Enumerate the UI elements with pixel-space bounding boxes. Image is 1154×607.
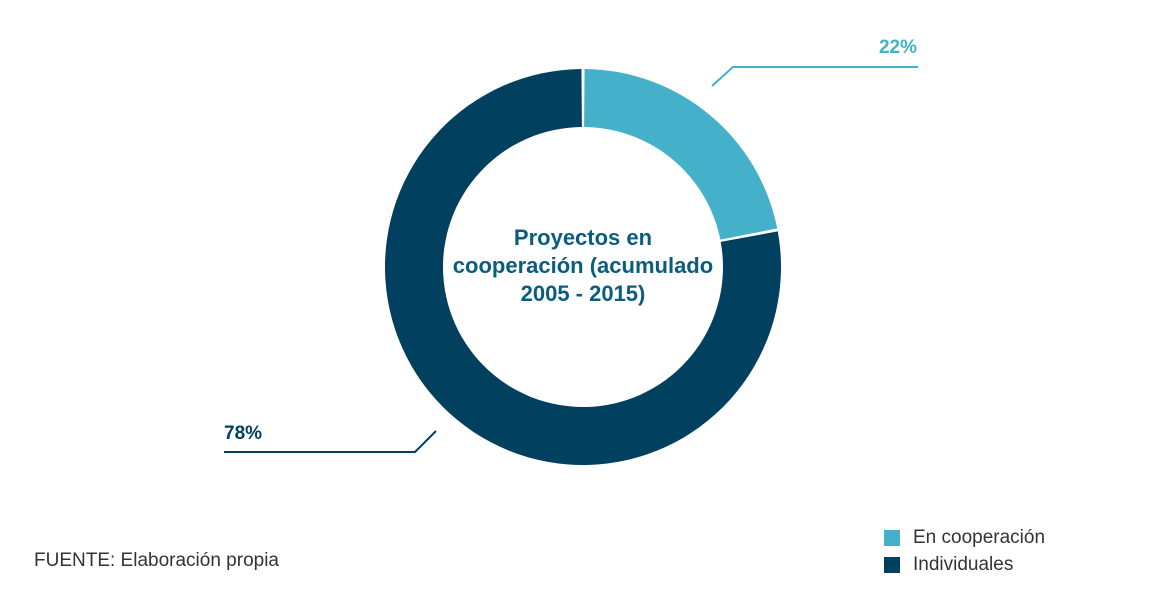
legend-label-individuales: Individuales — [913, 553, 1014, 575]
donut-slices — [384, 69, 781, 465]
chart-title-line-1: Proyectos en — [514, 225, 652, 250]
chart-title: Proyectos en cooperación (acumulado 2005… — [453, 225, 713, 306]
leader-line-en-cooperacion — [711, 66, 918, 87]
legend-label-en-cooperacion: En cooperación — [913, 526, 1046, 548]
slice-label-individuales: 78% — [224, 423, 262, 444]
legend-item-en-cooperacion: En cooperación — [884, 524, 1045, 551]
legend: En cooperación Individuales — [884, 524, 1045, 578]
slice-en-cooperacion — [584, 69, 778, 240]
source-note: FUENTE: Elaboración propia — [34, 550, 279, 571]
leader-lines — [224, 66, 918, 453]
legend-swatch-en-cooperacion — [884, 529, 900, 546]
legend-item-individuales: Individuales — [884, 551, 1045, 578]
legend-swatch-individuales — [884, 556, 900, 573]
chart-title-line-3: 2005 - 2015) — [521, 281, 646, 306]
chart-title-line-2: cooperación (acumulado — [453, 253, 713, 278]
leader-line-individuales — [224, 430, 437, 453]
slice-label-en-cooperacion: 22% — [879, 37, 917, 58]
slice-individuales — [384, 69, 781, 465]
